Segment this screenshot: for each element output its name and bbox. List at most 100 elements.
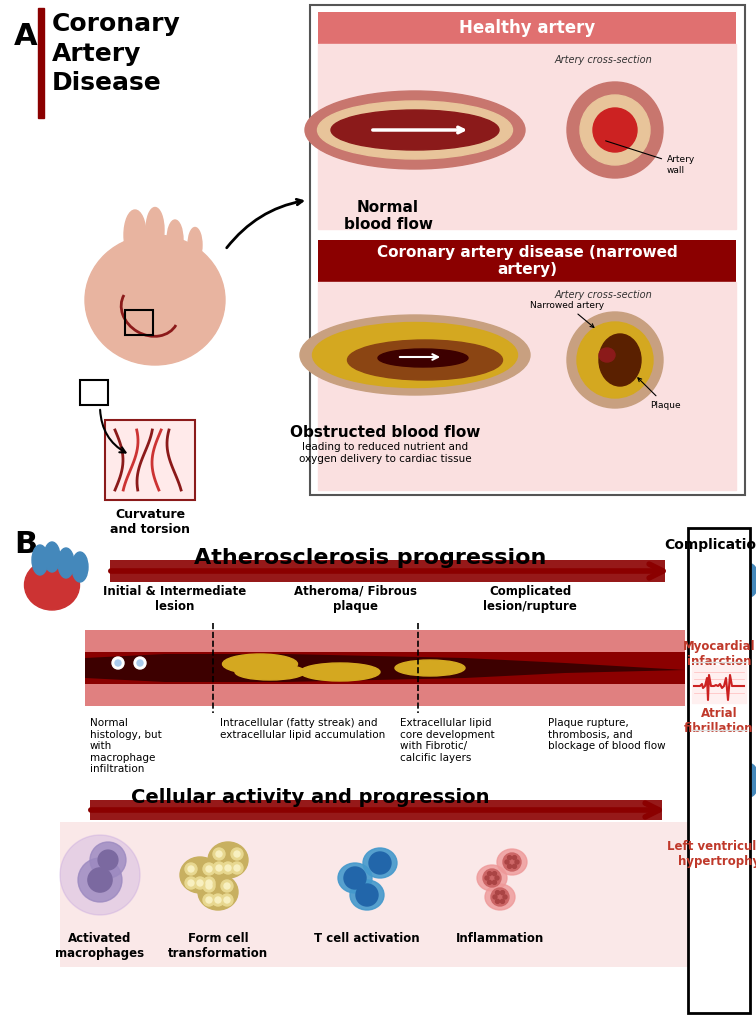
Ellipse shape: [32, 545, 48, 575]
Circle shape: [492, 871, 497, 875]
Circle shape: [488, 880, 491, 885]
Circle shape: [203, 894, 215, 906]
Bar: [318, 282, 736, 490]
Bar: [85, 684, 685, 706]
Ellipse shape: [24, 560, 79, 610]
Polygon shape: [85, 654, 685, 682]
Ellipse shape: [710, 552, 728, 585]
Ellipse shape: [198, 874, 238, 910]
Circle shape: [580, 95, 650, 165]
Ellipse shape: [180, 857, 220, 893]
Ellipse shape: [146, 207, 164, 252]
Ellipse shape: [599, 334, 641, 386]
Circle shape: [188, 880, 194, 886]
Circle shape: [491, 888, 509, 906]
Ellipse shape: [363, 848, 397, 878]
Ellipse shape: [689, 773, 749, 827]
Ellipse shape: [300, 315, 530, 395]
Ellipse shape: [741, 564, 756, 597]
Text: Form cell
transformation: Form cell transformation: [168, 932, 268, 960]
Text: B: B: [14, 530, 37, 559]
Circle shape: [216, 865, 222, 871]
Text: Artery
wall: Artery wall: [606, 140, 696, 174]
Bar: [105, 420, 195, 500]
Circle shape: [216, 851, 222, 857]
Ellipse shape: [697, 756, 714, 789]
Ellipse shape: [235, 664, 305, 680]
Text: Cellular activity and progression: Cellular activity and progression: [131, 788, 489, 807]
Circle shape: [197, 880, 203, 886]
Circle shape: [98, 850, 118, 870]
Ellipse shape: [741, 764, 756, 796]
Circle shape: [495, 891, 500, 895]
Text: A: A: [14, 22, 38, 51]
Circle shape: [505, 860, 509, 864]
Bar: [38, 8, 44, 118]
Bar: [310, 5, 745, 495]
Ellipse shape: [338, 863, 372, 893]
Ellipse shape: [167, 220, 183, 260]
Bar: [318, 12, 736, 44]
Ellipse shape: [726, 760, 743, 792]
Circle shape: [493, 895, 497, 899]
Circle shape: [567, 82, 663, 178]
Ellipse shape: [348, 340, 503, 380]
Circle shape: [231, 848, 243, 860]
Text: Coronary
Artery
Disease: Coronary Artery Disease: [52, 12, 181, 95]
Circle shape: [503, 853, 521, 871]
Text: Extracellular lipid
core development
with Fibrotic/
calcific layers: Extracellular lipid core development wit…: [400, 718, 494, 763]
Circle shape: [185, 877, 197, 889]
Ellipse shape: [300, 663, 380, 681]
Circle shape: [500, 899, 504, 903]
Circle shape: [203, 877, 215, 889]
Circle shape: [115, 660, 121, 666]
Circle shape: [485, 876, 489, 880]
Circle shape: [212, 894, 224, 906]
Circle shape: [215, 897, 221, 903]
Circle shape: [206, 883, 212, 889]
Ellipse shape: [58, 548, 74, 578]
Text: Complications: Complications: [664, 538, 756, 552]
Ellipse shape: [485, 884, 515, 910]
Circle shape: [503, 895, 507, 899]
Bar: [60, 822, 700, 967]
Bar: [688, 528, 750, 1013]
Circle shape: [206, 897, 212, 903]
Text: leading to reduced nutrient and
oxygen delivery to cardiac tissue: leading to reduced nutrient and oxygen d…: [299, 442, 471, 463]
Circle shape: [221, 880, 233, 892]
Circle shape: [224, 897, 230, 903]
Circle shape: [495, 876, 499, 880]
Ellipse shape: [85, 235, 225, 365]
Text: Obstructed blood flow: Obstructed blood flow: [290, 425, 480, 440]
Text: Activated
macrophages: Activated macrophages: [55, 932, 144, 960]
Circle shape: [356, 884, 378, 906]
Circle shape: [222, 862, 234, 874]
Ellipse shape: [599, 348, 615, 362]
Circle shape: [593, 108, 637, 152]
Ellipse shape: [305, 91, 525, 169]
Text: Left ventricular
hypertrophy: Left ventricular hypertrophy: [668, 840, 756, 868]
Circle shape: [185, 863, 197, 875]
Circle shape: [221, 894, 233, 906]
Circle shape: [88, 868, 112, 892]
Circle shape: [344, 867, 366, 889]
Bar: [85, 652, 685, 684]
Ellipse shape: [378, 348, 468, 367]
Text: Initial & Intermediate
lesion: Initial & Intermediate lesion: [104, 585, 246, 613]
Ellipse shape: [222, 654, 298, 674]
Circle shape: [234, 851, 240, 857]
Ellipse shape: [318, 101, 513, 159]
Text: Normal
histology, but
with
macrophage
infiltration: Normal histology, but with macrophage in…: [90, 718, 162, 775]
Circle shape: [577, 322, 653, 398]
Text: Coronary artery disease (narrowed
artery): Coronary artery disease (narrowed artery…: [376, 245, 677, 277]
Circle shape: [234, 865, 240, 871]
Circle shape: [188, 866, 194, 872]
Text: Myocardial
infarction: Myocardial infarction: [683, 640, 755, 668]
Text: Normal
blood flow: Normal blood flow: [343, 200, 432, 233]
Ellipse shape: [44, 542, 60, 572]
Circle shape: [567, 312, 663, 408]
Circle shape: [225, 865, 231, 871]
Text: Atrial
fibrillation: Atrial fibrillation: [684, 707, 754, 735]
Bar: [110, 560, 665, 582]
Bar: [318, 240, 736, 282]
